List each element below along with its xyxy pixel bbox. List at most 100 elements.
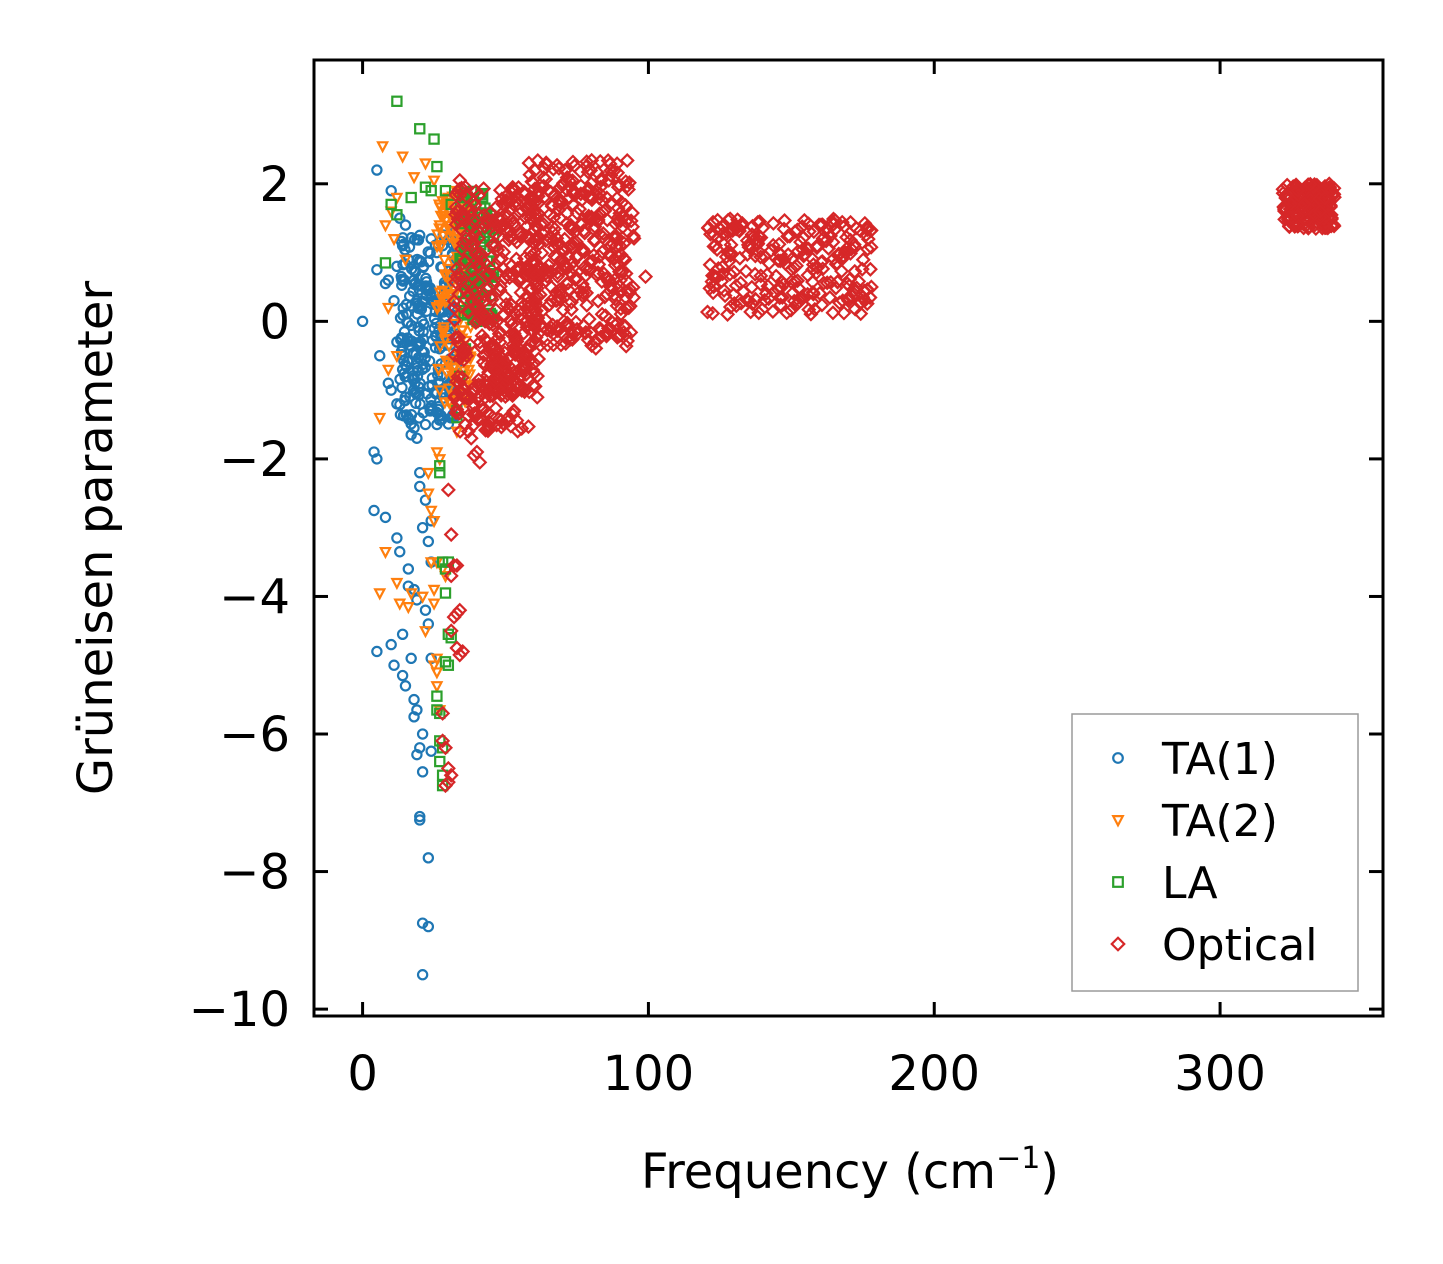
data-point (374, 350, 386, 362)
data-point (454, 241, 470, 257)
data-point (488, 362, 504, 378)
data-point (610, 200, 626, 216)
data-point (822, 290, 838, 306)
data-point (433, 223, 446, 236)
data-point (621, 175, 637, 191)
data-point (847, 239, 863, 255)
data-point (394, 546, 406, 558)
data-point (531, 195, 547, 211)
data-point (425, 745, 437, 757)
data-point (430, 653, 444, 666)
data-point (552, 285, 568, 301)
data-point (795, 242, 811, 258)
data-point (857, 215, 873, 231)
legend-label: Optical (1162, 920, 1317, 971)
data-point (510, 260, 526, 276)
data-point (859, 219, 875, 235)
data-point (709, 230, 726, 246)
data-point (489, 199, 505, 215)
data-point (513, 378, 529, 394)
data-point (574, 243, 590, 260)
data-point (564, 221, 580, 238)
data-point (382, 377, 395, 389)
data-point (790, 295, 806, 311)
y-tick-label: −4 (219, 569, 290, 625)
data-point (758, 286, 774, 302)
data-point (538, 273, 554, 289)
data-point (449, 401, 465, 418)
data-point (785, 285, 801, 301)
data-point (565, 154, 581, 170)
data-point (747, 248, 763, 264)
data-point (408, 372, 420, 384)
data-point (371, 164, 383, 176)
data-point (1276, 199, 1292, 215)
data-point (773, 297, 789, 313)
data-point (480, 417, 496, 433)
data-points (356, 95, 1342, 981)
data-point (457, 416, 474, 433)
data-point (419, 181, 432, 193)
data-point (477, 293, 493, 309)
data-point (416, 969, 429, 981)
data-point (405, 263, 418, 275)
data-point (435, 240, 448, 253)
data-point (441, 192, 455, 205)
data-point (702, 280, 718, 296)
data-point (803, 306, 819, 322)
data-point (417, 407, 430, 419)
data-point (491, 382, 507, 398)
data-point (536, 216, 552, 232)
data-point (421, 467, 435, 481)
data-point (539, 156, 555, 172)
data-point (863, 239, 879, 255)
data-point (528, 218, 544, 234)
data-point (405, 652, 417, 665)
data-point (455, 342, 471, 359)
data-point (437, 254, 451, 267)
legend-label: TA(1) (1161, 734, 1278, 785)
data-point (584, 209, 600, 225)
data-point (414, 742, 426, 754)
data-point (848, 220, 864, 236)
data-point (432, 364, 446, 377)
data-point (503, 418, 519, 434)
data-point (424, 505, 438, 518)
data-point (609, 156, 625, 172)
data-point (422, 852, 435, 864)
data-point (430, 667, 444, 680)
data-point (412, 299, 424, 312)
data-point (744, 296, 760, 312)
data-point (436, 769, 449, 781)
tick-labels: 0 100 200 300 2 0 −2 −4 −6 −8 −10 (189, 157, 1266, 1102)
data-point (768, 268, 784, 284)
data-point (588, 340, 604, 356)
data-point (439, 587, 452, 599)
data-point (862, 261, 878, 277)
data-point (445, 632, 457, 644)
data-point (422, 535, 435, 548)
data-point (431, 418, 443, 431)
data-point (391, 336, 403, 348)
data-point (550, 192, 566, 208)
data-point (620, 283, 636, 299)
data-point (470, 275, 486, 291)
data-point (442, 659, 455, 671)
data-point (556, 313, 572, 329)
data-point (451, 405, 467, 421)
data-point (765, 215, 781, 231)
data-point (625, 228, 641, 244)
data-point (528, 267, 544, 283)
data-point (398, 326, 411, 338)
data-point (534, 245, 550, 261)
data-point (456, 390, 472, 406)
data-point (789, 222, 805, 238)
data-point (407, 172, 421, 185)
data-point (754, 301, 770, 317)
data-point (407, 348, 420, 360)
data-point (437, 740, 454, 756)
data-point (813, 217, 829, 233)
data-point (837, 244, 853, 261)
data-point (468, 314, 484, 331)
